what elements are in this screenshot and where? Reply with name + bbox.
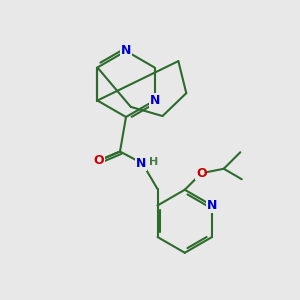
Text: O: O (94, 154, 104, 167)
Text: O: O (196, 167, 207, 180)
Text: N: N (149, 94, 160, 107)
Text: N: N (136, 157, 146, 170)
Text: N: N (207, 199, 217, 212)
Text: N: N (121, 44, 131, 58)
Text: H: H (149, 157, 158, 167)
